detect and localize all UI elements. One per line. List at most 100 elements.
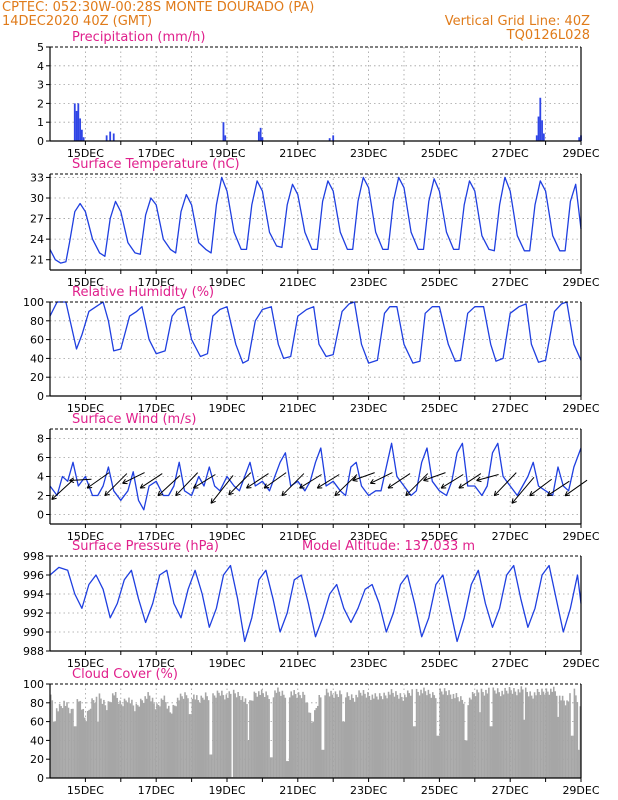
precip-bar [224, 135, 227, 141]
cloud-bar [150, 701, 152, 778]
xtick-label: 29DEC [562, 530, 599, 543]
press-title: Surface Pressure (hPa) [72, 539, 219, 554]
cloud-bar [470, 699, 472, 778]
cloud-bar [557, 716, 559, 778]
cloud-bar [125, 700, 127, 778]
cloud-bar [219, 695, 222, 778]
cloud-bar [395, 691, 397, 778]
cloud-bar [474, 696, 477, 778]
cloud-bar [464, 740, 467, 778]
wind-arrow [263, 472, 287, 489]
cloud-bar [172, 704, 174, 778]
cloud-bar [79, 700, 82, 778]
cloud-bar [86, 710, 89, 778]
cloud-bar [193, 694, 195, 778]
cloud-bar [243, 701, 245, 778]
cloud-bar [461, 699, 464, 778]
xtick-label: 25DEC [421, 402, 458, 415]
cloud-title: Cloud Cover (%) [72, 667, 178, 682]
cloud-bar [479, 712, 481, 778]
cloud-bar [55, 708, 58, 778]
cloud-bar [57, 711, 59, 778]
xtick-label: 27DEC [492, 402, 529, 415]
cloud-bar [560, 700, 562, 778]
cloud-bar [76, 699, 79, 778]
precip-bar [539, 97, 542, 141]
cloud-bar [244, 698, 247, 778]
cloud-bar [116, 697, 118, 778]
cloud-bar [432, 692, 434, 778]
xtick-label: 23DEC [350, 276, 387, 289]
xtick-label: 17DEC [138, 276, 175, 289]
cloud-bar [545, 688, 548, 778]
cloud-bar [191, 698, 194, 778]
cloud-bar [275, 692, 278, 778]
wind-arrow [564, 479, 588, 497]
wind-arrow [352, 472, 375, 482]
cloud-bar [179, 693, 182, 778]
cloud-bar [257, 691, 260, 778]
cloud-bar [427, 689, 430, 778]
cloud-bar [340, 694, 343, 778]
precip-bar [80, 129, 83, 141]
cloud-bar [339, 690, 341, 778]
cloud-bar [132, 705, 135, 778]
cloud-bar [221, 690, 223, 778]
cloud-bar [268, 699, 270, 778]
cloud-bar [110, 702, 113, 778]
ytick-label: 20 [30, 753, 44, 766]
xtick-label: 23DEC [350, 147, 387, 160]
cloud-bar [492, 687, 495, 778]
cloud-bar [85, 721, 87, 778]
cloud-bar [255, 692, 257, 778]
cloud-bar [148, 695, 151, 778]
cloud-bar [408, 693, 410, 778]
cloud-bar [334, 691, 337, 778]
wind-arrow [104, 473, 128, 497]
xtick-label: 19DEC [208, 147, 245, 160]
cloud-bar [137, 705, 139, 778]
xtick-label: 19DEC [208, 530, 245, 543]
cloud-bar [271, 757, 273, 778]
vertical-grid-note: Vertical Grid Line: 40Z [444, 14, 590, 29]
xtick-label: 21DEC [279, 402, 316, 415]
cloud-bar [75, 726, 77, 778]
cloud-bar [520, 686, 523, 778]
wind-arrow [476, 474, 499, 483]
precip-bar [109, 131, 112, 141]
cloud-bar [315, 708, 318, 778]
cloud-bar [572, 735, 574, 778]
cloud-panel: 0 20 40 60 80 100 15DEC 17DEC 19DEC 21DEC 23DEC 25D… [23, 667, 600, 797]
cloud-bar [60, 706, 62, 778]
cloud-bar [529, 691, 531, 778]
cloud-bar [234, 693, 236, 778]
cloud-bar [194, 699, 197, 778]
cloud-bar [406, 690, 409, 778]
cloud-bar [452, 693, 455, 778]
xtick-label: 29DEC [562, 276, 599, 289]
cloud-bar [176, 697, 179, 778]
cloud-bar [144, 696, 146, 778]
cloud-bar [88, 709, 90, 778]
xtick-label: 25DEC [421, 147, 458, 160]
cloud-bar [380, 696, 382, 778]
cloud-bar [507, 693, 509, 778]
cloud-bar [309, 712, 312, 778]
precip-panel: 0 1 2 3 4 5 15DEC 17DEC 19DEC 21DEC 23DEC 25DEC 27DE… [37, 30, 600, 160]
cloud-bar [265, 691, 267, 778]
xtick-label: 15DEC [67, 784, 104, 797]
cloud-bar [415, 688, 418, 778]
xtick-label: 23DEC [350, 784, 387, 797]
wind-arrow [423, 472, 446, 482]
cloud-bar [465, 740, 468, 778]
cloud-bar [489, 726, 492, 778]
cloud-bar [519, 692, 521, 778]
cloud-bar [249, 700, 251, 778]
cloud-bar [283, 694, 285, 778]
wind-arrow [299, 474, 322, 489]
wind-arrow [440, 474, 464, 489]
cloud-bar [163, 695, 166, 778]
cloud-bar [541, 688, 543, 778]
precip-bar [259, 127, 262, 141]
cloud-bar [296, 697, 298, 778]
